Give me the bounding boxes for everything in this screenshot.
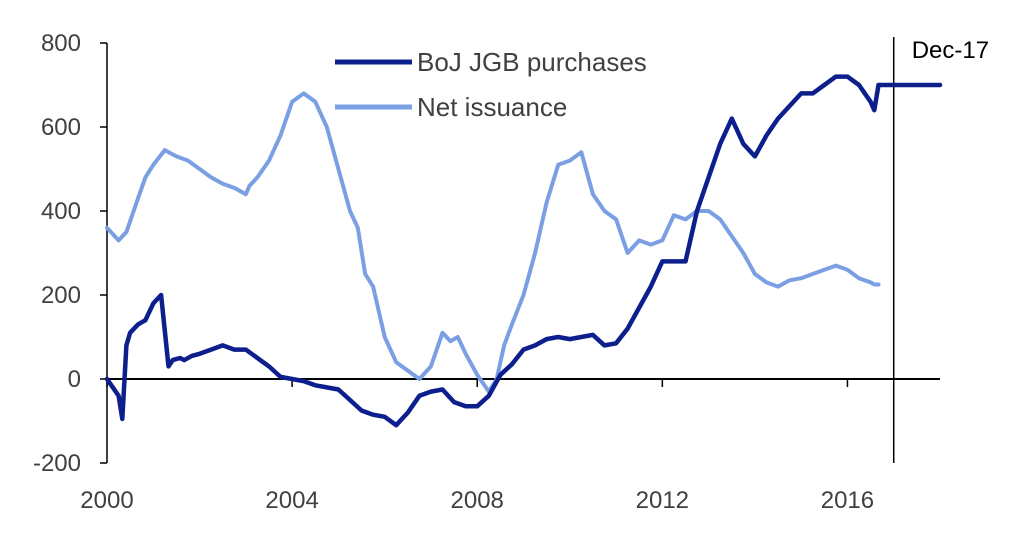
x-tick-label: 2000: [80, 487, 133, 514]
series-layer: [104, 74, 943, 428]
y-tick-label: 600: [41, 114, 81, 141]
legend-label-boj-jgb-purchases: BoJ JGB purchases: [417, 47, 647, 77]
series-line-net-issuance: [105, 91, 881, 394]
x-axis: 2000 2004 2008 2012 2016: [80, 378, 940, 514]
y-tick-label: 0: [68, 366, 81, 393]
x-tick-label: 2004: [265, 487, 318, 514]
y-tick-label: 800: [41, 30, 81, 57]
x-tick-label: 2012: [636, 487, 689, 514]
dec-17-label: Dec-17: [912, 37, 989, 64]
x-tick-label: 2008: [451, 487, 504, 514]
legend-label-net-issuance: Net issuance: [417, 92, 567, 122]
legend-item-boj-jgb-purchases: BoJ JGB purchases: [335, 47, 647, 77]
y-tick-label: 200: [41, 282, 81, 309]
legend: BoJ JGB purchases Net issuance: [335, 47, 647, 122]
dec-17-annotation: Dec-17: [892, 37, 989, 463]
series-line-boj-jgb-purchases: [104, 74, 943, 428]
y-axis: -200 0 200 400 600 800: [33, 30, 108, 477]
legend-item-net-issuance: Net issuance: [335, 92, 567, 122]
x-tick-label: 2016: [821, 487, 874, 514]
y-tick-label: -200: [33, 450, 81, 477]
y-tick-label: 400: [41, 198, 81, 225]
